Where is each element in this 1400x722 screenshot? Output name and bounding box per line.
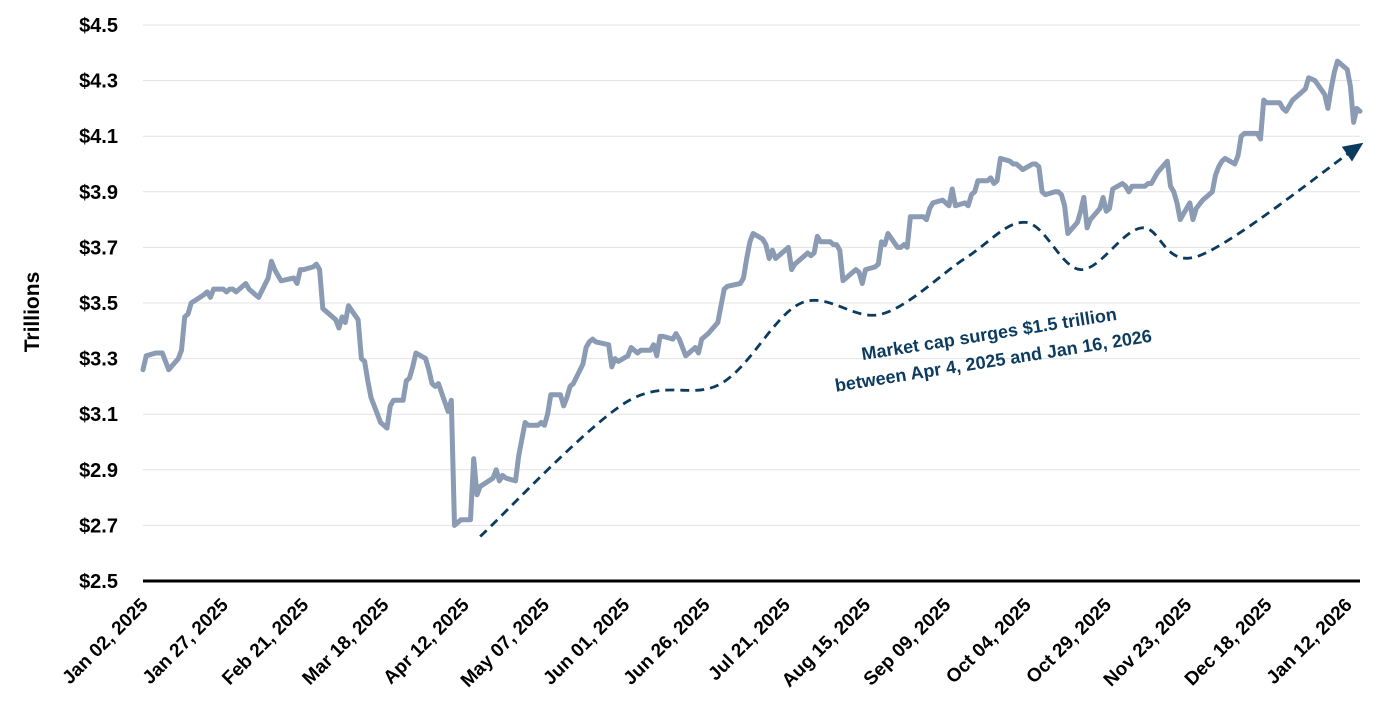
y-tick-label: $4.1 — [79, 126, 118, 148]
series-line — [140, 58, 1363, 528]
series-group — [140, 58, 1363, 528]
y-tick-label: $2.5 — [79, 571, 118, 593]
x-tick-label: Jan 12, 2026 — [1263, 595, 1357, 689]
x-tick-label: Oct 04, 2025 — [942, 594, 1036, 688]
y-tick-label: $4.5 — [79, 15, 118, 37]
y-tick-label: $3.1 — [79, 404, 118, 426]
y-tick-label: $3.3 — [79, 349, 118, 371]
y-axis-label: Trillions — [21, 272, 44, 353]
x-tick-label: Mar 18, 2025 — [299, 594, 394, 689]
y-tick-label: $2.7 — [79, 515, 118, 537]
y-tick-label: $2.9 — [79, 460, 118, 482]
y-axis-ticks: $2.5 $2.7 $2.9 $3.1 $3.3 $3.5 $3.7 $3.9 $4.1 $4.3… — [79, 15, 118, 593]
x-tick-label: Jul 21, 2025 — [704, 594, 795, 685]
y-tick-label: $3.9 — [79, 182, 118, 204]
x-tick-label: Jun 26, 2025 — [620, 594, 715, 689]
gridlines — [143, 24, 1360, 526]
y-tick-label: $4.3 — [79, 71, 118, 93]
y-tick-label: $3.7 — [79, 237, 118, 259]
trend-arrow-line — [479, 146, 1358, 538]
trend-arrow-head — [1341, 142, 1364, 162]
y-tick-label: $3.5 — [79, 293, 118, 315]
